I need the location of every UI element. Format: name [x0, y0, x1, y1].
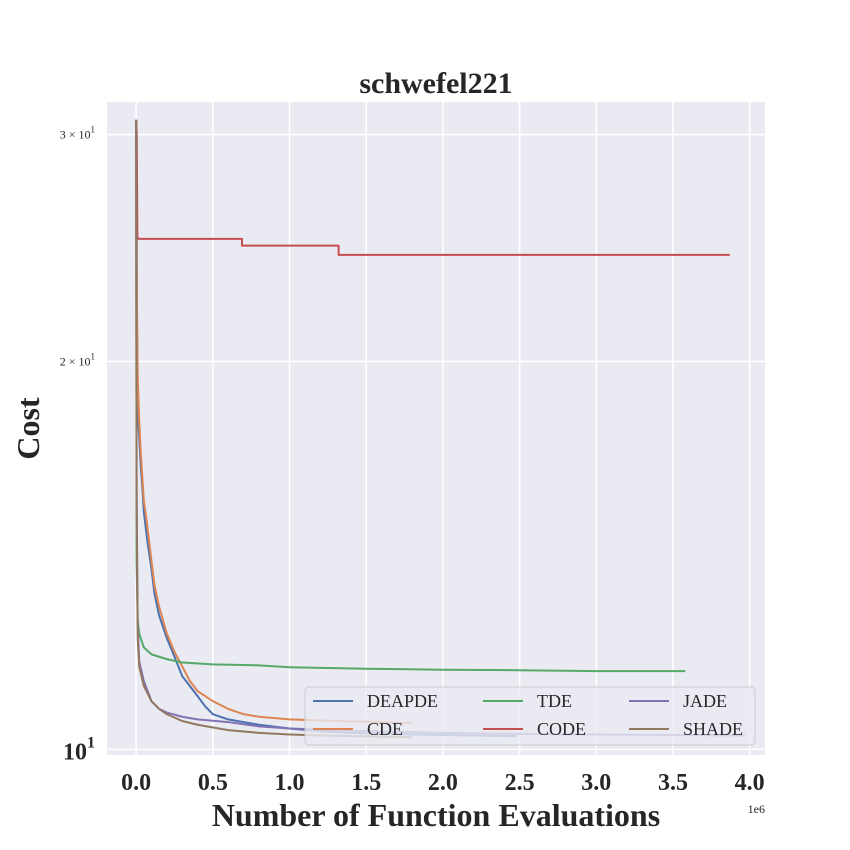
x-tick-label: 2.5 — [505, 770, 535, 796]
legend-label: SHADE — [683, 719, 743, 739]
y-tick-label: 3 × 101 — [60, 125, 95, 142]
x-tick-label: 1.0 — [275, 770, 305, 796]
legend-label: JADE — [683, 691, 727, 711]
series-line-cde — [135, 119, 413, 725]
x-axis-label: Number of Function Evaluations — [212, 797, 660, 833]
series-lines — [135, 119, 746, 739]
y-tick-label: 2 × 101 — [60, 351, 95, 368]
chart-title: schwefel221 — [359, 67, 512, 100]
x-tick-label: 3.0 — [581, 770, 611, 796]
x-tick-labels: 0.0 0.5 1.0 1.5 2.0 2.5 3.0 3.5 4.0 — [121, 770, 765, 796]
x-tick-label: 4.0 — [735, 770, 765, 796]
legend-label: CODE — [537, 719, 586, 739]
plot-area — [107, 102, 765, 755]
legend-label: TDE — [537, 691, 572, 711]
x-tick-label: 3.5 — [658, 770, 688, 796]
y-axis-label: Cost — [10, 397, 46, 460]
x-axis-offset-label: 1e6 — [748, 802, 765, 816]
legend: DEAPDE CDE TDE CODE JADE SHADE — [304, 686, 756, 746]
legend-label: DEAPDE — [367, 691, 438, 711]
x-tick-label: 2.0 — [428, 770, 458, 796]
grid-lines — [107, 102, 765, 755]
x-tick-label: 0.0 — [121, 770, 151, 796]
x-tick-label: 1.5 — [351, 770, 381, 796]
legend-label: CDE — [367, 719, 403, 739]
x-tick-label: 0.5 — [198, 770, 228, 796]
